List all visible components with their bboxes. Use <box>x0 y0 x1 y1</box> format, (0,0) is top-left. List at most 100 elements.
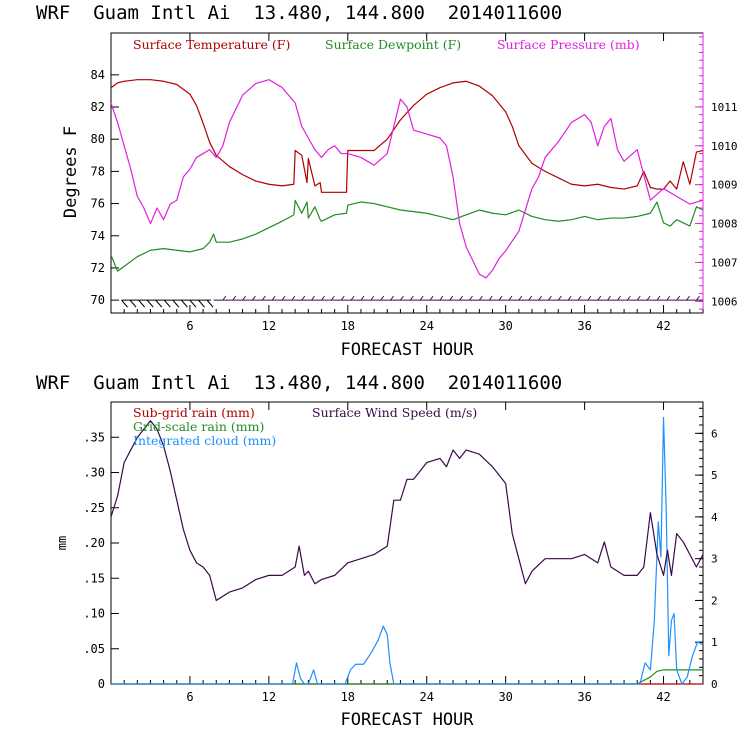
wind-barb <box>478 295 483 301</box>
wind-barb <box>380 295 385 301</box>
y-tick-label: .10 <box>83 607 105 621</box>
y2-tick-label: 1010 <box>711 140 738 153</box>
y2-tick-label: 1011 <box>711 101 738 114</box>
top-panel-header: WRF Guam Intl Ai 13.480, 144.800 2014011… <box>36 2 562 24</box>
wind-barb <box>666 295 671 301</box>
wind-barb <box>252 295 256 301</box>
legend-grid-scale-rain: Grid-scale rain (mm) <box>133 419 264 434</box>
wind-barb <box>557 295 562 301</box>
wind-barb <box>146 299 154 308</box>
wind-barb <box>498 295 503 301</box>
y2-tick-label: 2 <box>711 594 718 607</box>
wind-barb <box>370 295 375 301</box>
wind-barb <box>459 295 464 301</box>
wind-barb <box>390 295 394 301</box>
x-tick-label: 6 <box>186 690 193 704</box>
y2-tick-label: 1007 <box>711 256 738 269</box>
wind-barb <box>301 295 306 301</box>
wind-barb <box>181 299 188 308</box>
y-tick-label: 0 <box>98 677 105 691</box>
y2-tick-label: 6 <box>711 427 718 440</box>
wind-barb <box>198 299 205 308</box>
y-tick-label: 76 <box>91 197 105 211</box>
y2-tick-label: 1 <box>711 636 718 649</box>
y-tick-label: 74 <box>91 229 105 243</box>
x-tick-label: 30 <box>498 319 512 333</box>
top-y-axis-label: Degrees F <box>61 126 81 218</box>
y2-tick-label: 5 <box>711 469 718 482</box>
series-line-integrated-cloud <box>111 416 704 685</box>
y2-tick-label: 4 <box>711 511 718 524</box>
wind-barb <box>656 295 661 301</box>
wind-barb <box>242 295 246 301</box>
wind-barb <box>607 295 612 301</box>
wind-barb <box>311 295 316 301</box>
x-tick-label: 24 <box>420 690 434 704</box>
wind-barb <box>538 295 542 301</box>
x-tick-label: 42 <box>656 690 670 704</box>
wind-barb <box>429 295 434 301</box>
series-line-surface-pressure <box>110 79 704 279</box>
legend-surface-pressure: Surface Pressure (mb) <box>497 37 640 52</box>
wind-barb <box>617 295 621 301</box>
bottom-x-axis-label: FORECAST HOUR <box>340 710 474 730</box>
wind-barb <box>528 295 533 301</box>
bottom-panel-header: WRF Guam Intl Ai 13.480, 144.800 2014011… <box>36 372 562 394</box>
legend-integrated-cloud: Integrated cloud (mm) <box>133 433 276 448</box>
x-tick-label: 30 <box>498 690 512 704</box>
x-tick-label: 42 <box>656 319 670 333</box>
wind-barb <box>686 295 690 301</box>
wind-barb <box>360 295 365 301</box>
wind-barb <box>291 295 296 301</box>
top-plot-frame <box>110 32 704 314</box>
wind-barb <box>636 295 641 301</box>
y-tick-label: 72 <box>91 261 105 275</box>
y-tick-label: .20 <box>83 536 105 550</box>
y2-tick-label: 0 <box>711 678 718 691</box>
y-tick-label: 84 <box>91 68 105 82</box>
y2-tick-label: 1009 <box>711 179 738 192</box>
legend-surface-dewpoint: Surface Dewpoint (F) <box>325 37 461 52</box>
wind-barb <box>469 295 473 301</box>
x-tick-label: 18 <box>341 319 355 333</box>
y-tick-label: 70 <box>91 293 105 307</box>
y-tick-label: .15 <box>83 571 105 585</box>
series-line-surface-temperature <box>110 79 704 193</box>
y-tick-label: 80 <box>91 132 105 146</box>
legend-surface-wind-speed: Surface Wind Speed (m/s) <box>312 405 477 420</box>
wind-barb <box>419 295 424 301</box>
wind-barb <box>488 295 493 301</box>
wind-barb <box>597 295 602 301</box>
x-tick-label: 18 <box>341 690 355 704</box>
y-tick-label: 78 <box>91 164 105 178</box>
series-line-surface-wind-speed <box>110 420 704 602</box>
legend-surface-temperature: Surface Temperature (F) <box>133 37 290 52</box>
y-tick-label: .35 <box>83 430 105 444</box>
x-tick-label: 24 <box>420 319 434 333</box>
wind-barb <box>548 295 552 301</box>
wind-barb <box>439 295 444 301</box>
y-tick-label: .25 <box>83 501 105 515</box>
wind-barb <box>189 299 197 308</box>
wind-barb <box>163 299 171 308</box>
x-tick-label: 36 <box>577 319 591 333</box>
bottom-y-axis-label: mm <box>55 536 69 550</box>
wind-barb <box>330 295 335 301</box>
wind-barb <box>222 295 227 301</box>
wind-barb <box>206 299 214 308</box>
top-x-axis-label: FORECAST HOUR <box>340 340 474 360</box>
wind-barb <box>676 295 681 301</box>
wind-barb <box>281 295 286 301</box>
wind-barb <box>340 295 345 301</box>
wind-barb <box>626 295 631 301</box>
y-tick-label: .05 <box>83 642 105 656</box>
wind-barb <box>646 295 651 301</box>
series-line-surface-dewpoint <box>110 199 704 272</box>
wind-barb <box>121 299 128 308</box>
wind-barb <box>271 295 276 301</box>
wind-barb <box>400 295 404 301</box>
wind-barb <box>172 299 180 308</box>
x-tick-label: 12 <box>262 690 276 704</box>
y2-tick-label: 1008 <box>711 218 738 231</box>
